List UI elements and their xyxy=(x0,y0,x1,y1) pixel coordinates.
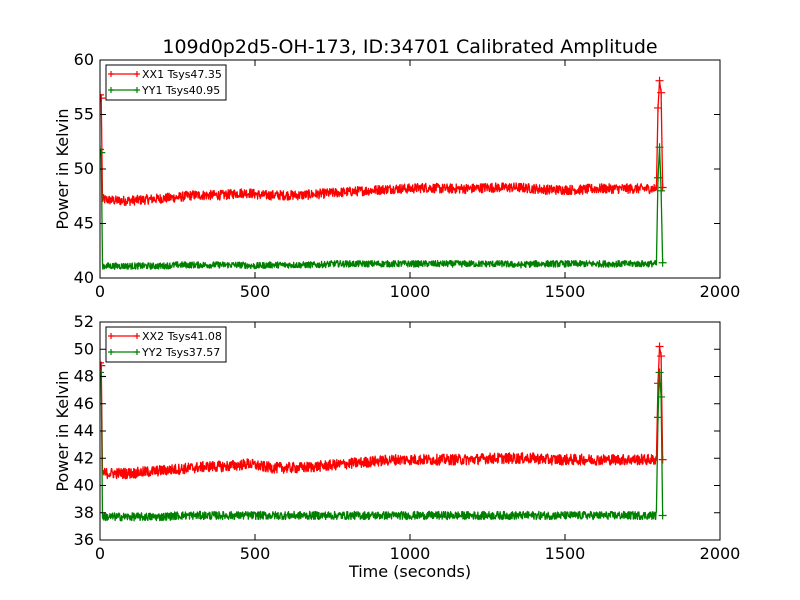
y-tick-label: 45 xyxy=(74,214,94,233)
legend-marker xyxy=(108,333,114,339)
series-1 xyxy=(100,342,667,480)
data-point xyxy=(654,103,662,112)
data-point xyxy=(100,368,104,377)
legend-marker xyxy=(108,71,114,77)
chart-title: 109d0p2d5-OH-173, ID:34701 Calibrated Am… xyxy=(162,36,657,58)
y-tick-label: 46 xyxy=(74,394,94,413)
y-tick-label: 36 xyxy=(74,530,94,549)
x-tick-label: 1000 xyxy=(390,544,431,563)
data-point xyxy=(100,145,104,154)
x-axis-title: Time (seconds) xyxy=(348,562,471,581)
legend-marker xyxy=(134,87,140,93)
subplot-1: 0 500 1000 1500 2000 40 45 50 55 60 Power in Kelvi… xyxy=(53,50,740,301)
x-tick-label: 1500 xyxy=(545,282,586,301)
y-tick-label: 38 xyxy=(74,503,94,522)
legend-box xyxy=(105,64,227,101)
legend-label: YY2 Tsys37.57 xyxy=(141,346,220,359)
x-tick-label: 2000 xyxy=(700,544,741,563)
data-point xyxy=(654,413,662,422)
x-tick-label: 1500 xyxy=(545,544,586,563)
legend-marker xyxy=(134,333,140,339)
data-point xyxy=(658,511,667,520)
x-tick-label: 500 xyxy=(240,282,271,301)
legend: XX2 Tsys41.08 YY2 Tsys37.57 xyxy=(105,326,227,363)
series-2 xyxy=(100,368,667,522)
data-point xyxy=(657,186,666,195)
data-point xyxy=(655,76,664,85)
data-point xyxy=(100,90,104,99)
data-point xyxy=(100,94,106,103)
series-1 xyxy=(100,76,667,207)
data-point xyxy=(100,361,106,370)
y-tick-label: 44 xyxy=(74,421,94,440)
data-point xyxy=(657,88,666,97)
y-tick-label: 55 xyxy=(74,105,94,124)
series-2 xyxy=(100,143,667,270)
data-point xyxy=(655,342,664,351)
y-tick-label: 48 xyxy=(74,367,94,386)
data-point xyxy=(658,455,667,464)
x-tick-label: 0 xyxy=(95,544,105,563)
data-point xyxy=(655,368,664,377)
y-tick-label: 60 xyxy=(74,50,94,69)
legend-label: XX2 Tsys41.08 xyxy=(142,330,222,343)
legend-box xyxy=(105,326,227,363)
data-point xyxy=(100,358,104,367)
legend-marker xyxy=(108,349,114,355)
data-point xyxy=(658,183,667,192)
series-line xyxy=(100,345,664,480)
legend-marker xyxy=(134,349,140,355)
data-point xyxy=(657,352,666,361)
data-point xyxy=(654,173,662,182)
series-line xyxy=(100,371,664,522)
legend: XX1 Tsys47.35 YY1 Tsys40.95 xyxy=(105,64,227,101)
y-tick-label: 40 xyxy=(74,476,94,495)
data-point xyxy=(658,258,667,267)
y-tick-label: 52 xyxy=(74,312,94,331)
x-tick-label: 2000 xyxy=(700,282,741,301)
data-point xyxy=(657,392,666,401)
subplot-2: 0 500 1000 1500 2000 36 38 40 42 44 46 48 50 52 Power … xyxy=(53,312,740,563)
y-tick-label: 40 xyxy=(74,268,94,287)
x-tick-label: 0 xyxy=(95,282,105,301)
y-axis-title: Power in Kelvin xyxy=(53,108,72,229)
y-tick-label: 50 xyxy=(74,339,94,358)
legend-marker xyxy=(108,87,114,93)
legend-marker xyxy=(134,71,140,77)
legend-label: YY1 Tsys40.95 xyxy=(141,84,220,97)
y-axis-title: Power in Kelvin xyxy=(53,370,72,491)
y-tick-label: 42 xyxy=(74,448,94,467)
series-line xyxy=(100,146,664,270)
x-tick-label: 500 xyxy=(240,544,271,563)
x-tick-label: 1000 xyxy=(390,282,431,301)
data-point xyxy=(655,143,664,152)
series-line xyxy=(100,80,664,207)
data-point xyxy=(100,148,106,157)
legend-label: XX1 Tsys47.35 xyxy=(142,68,222,81)
y-tick-label: 50 xyxy=(74,159,94,178)
